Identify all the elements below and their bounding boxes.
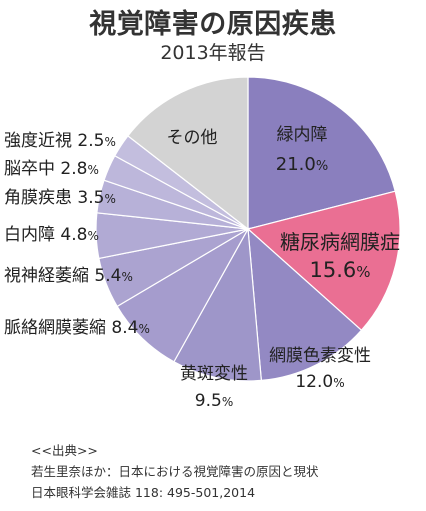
- pie-slice-glaucoma: [247, 76, 396, 230]
- slice-label-stroke: 脳卒中 2.8%: [4, 159, 99, 179]
- slice-label-glaucoma: 緑内障: [277, 125, 328, 145]
- slice-value-retinitis-pigmentosa: 12.0%: [295, 372, 344, 392]
- slice-value-glaucoma: 21.0%: [276, 154, 328, 175]
- pie-slice-retinitis-pigmentosa: [247, 227, 363, 382]
- slice-label-macular-degeneration: 黄斑変性: [180, 364, 248, 384]
- source-heading: <<出典>>: [31, 443, 98, 458]
- source-line-1: 若生里奈ほか：日本における視覚障害の原因と現状: [31, 464, 319, 479]
- pie-slice-macular-degeneration: [173, 227, 263, 382]
- slice-value-macular-degeneration: 9.5%: [195, 391, 233, 411]
- chart-subtitle: 2013年報告: [160, 42, 266, 64]
- source-line-2: 日本眼科学会雑誌 118: 495-501,2014: [31, 485, 256, 500]
- pie-slice-other: [127, 76, 249, 231]
- pie-slice-diabetic-retinopathy: [246, 190, 401, 332]
- slice-label-chorioretinal-atrophy: 脈絡網膜萎縮 8.4%: [4, 318, 150, 338]
- slice-label-other: その他: [167, 128, 218, 148]
- slice-label-optic-atrophy: 視神経萎縮 5.4%: [4, 266, 133, 286]
- slice-label-corneal-disease: 角膜疾患 3.5%: [4, 188, 116, 208]
- chart-title: 視覚障害の原因疾患: [89, 9, 337, 40]
- slice-label-cataract: 白内障 4.8%: [4, 225, 99, 245]
- pie-chart: 緑内障 21.0% 糖尿病網膜症 15.6% 網膜色素変性 12.0% 黄斑変性 9.5% 脈絡…: [4, 76, 401, 411]
- slice-label-retinitis-pigmentosa: 網膜色素変性: [269, 346, 371, 366]
- slice-value-diabetic-retinopathy: 15.6%: [309, 258, 370, 282]
- source-citation: <<出典>> 若生里奈ほか：日本における視覚障害の原因と現状 日本眼科学会雑誌 …: [31, 440, 319, 503]
- slice-label-high-myopia: 強度近視 2.5%: [4, 131, 116, 151]
- slice-label-diabetic-retinopathy: 糖尿病網膜症: [280, 230, 400, 254]
